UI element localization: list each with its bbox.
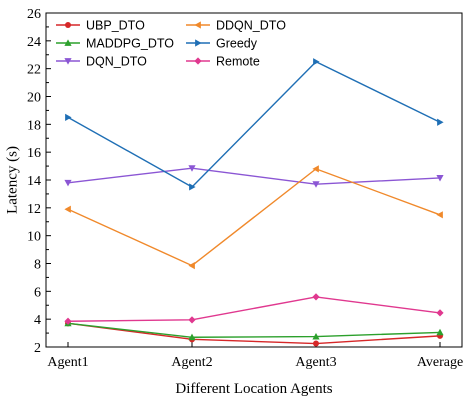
series-line-maddpg-dto [67, 322, 441, 338]
legend-item-greedy: Greedy [186, 37, 258, 51]
data-point-dqn-dto [64, 179, 72, 187]
series-line-ddqn-dto [67, 168, 441, 267]
legend-marker-maddpg-dto [64, 39, 72, 46]
legend-item-ubp-dto: UBP_DTO [56, 19, 145, 33]
series-dqn-dto [64, 165, 444, 188]
series-maddpg-dto [64, 319, 444, 341]
data-point-greedy [437, 118, 444, 126]
series-ubp-dto [65, 320, 443, 347]
legend-label-dqn-dto: DQN_DTO [86, 55, 147, 69]
data-point-ddqn-dto [64, 205, 71, 213]
data-point-remote [312, 293, 320, 301]
y-axis-label: Latency (s) [4, 146, 20, 214]
legend-marker-greedy [195, 39, 202, 47]
legend-marker-remote [194, 57, 202, 65]
data-point-remote [64, 317, 72, 325]
x-tick-label: Average [417, 355, 463, 370]
data-point-maddpg-dto [312, 332, 320, 340]
y-tick-label: 22 [27, 63, 41, 78]
y-tick-label: 6 [34, 285, 41, 300]
legend-item-remote: Remote [186, 55, 260, 69]
y-tick-label: 8 [34, 258, 41, 273]
x-axis-ticks: Agent1 Agent2 Agent3 Average [47, 342, 463, 370]
data-point-ddqn-dto [312, 165, 319, 173]
y-tick-label: 10 [27, 230, 41, 245]
data-point-greedy [189, 183, 196, 191]
legend-marker-dqn-dto [64, 58, 72, 65]
y-tick-label: 12 [27, 202, 41, 217]
x-tick-label: Agent3 [295, 355, 336, 370]
data-point-dqn-dto [312, 181, 320, 188]
y-tick-label: 26 [27, 7, 41, 22]
y-tick-label: 24 [27, 35, 41, 50]
legend-label-remote: Remote [216, 55, 260, 69]
y-tick-label: 14 [27, 174, 41, 189]
legend-item-maddpg-dto: MADDPG_DTO [56, 37, 174, 51]
data-point-greedy [65, 113, 72, 121]
y-tick-label: 18 [27, 118, 41, 133]
series-line-remote [67, 296, 441, 322]
data-point-greedy [313, 58, 320, 66]
data-point-maddpg-dto [188, 333, 196, 341]
series-greedy [65, 58, 444, 191]
y-tick-label: 4 [34, 313, 41, 328]
y-tick-label: 2 [34, 341, 41, 356]
legend-item-ddqn-dto: DDQN_DTO [186, 19, 286, 33]
series-remote [64, 293, 444, 325]
plot-area-frame [45, 12, 463, 348]
y-tick-label: 20 [27, 91, 41, 106]
data-point-remote [436, 309, 444, 317]
data-point-remote [188, 316, 196, 324]
legend-item-dqn-dto: DQN_DTO [56, 55, 147, 69]
series-ddqn-dto [64, 165, 443, 270]
data-point-dqn-dto [188, 165, 196, 172]
y-tick-label: 16 [27, 146, 41, 161]
x-tick-label: Agent2 [171, 355, 212, 370]
data-point-maddpg-dto [436, 328, 444, 336]
data-point-ddqn-dto [436, 211, 443, 219]
legend-label-ddqn-dto: DDQN_DTO [216, 19, 286, 33]
series-line-ubp-dto [67, 322, 441, 345]
legend: UBP_DTO MADDPG_DTO DQN_DTO DDQN_DTO Greedy Re… [56, 19, 286, 69]
series-line-greedy [67, 60, 441, 188]
data-point-ubp-dto [313, 340, 319, 347]
legend-label-maddpg-dto: MADDPG_DTO [86, 37, 174, 51]
x-tick-label: Agent1 [47, 355, 88, 370]
legend-marker-ubp-dto [65, 22, 71, 28]
data-point-dqn-dto [436, 175, 444, 182]
legend-label-ubp-dto: UBP_DTO [86, 19, 145, 33]
legend-label-greedy: Greedy [216, 37, 258, 51]
series-layer [64, 58, 444, 347]
legend-marker-ddqn-dto [194, 21, 201, 29]
data-point-ddqn-dto [188, 261, 195, 270]
x-axis-label: Different Location Agents [175, 381, 332, 397]
series-line-dqn-dto [67, 167, 441, 185]
